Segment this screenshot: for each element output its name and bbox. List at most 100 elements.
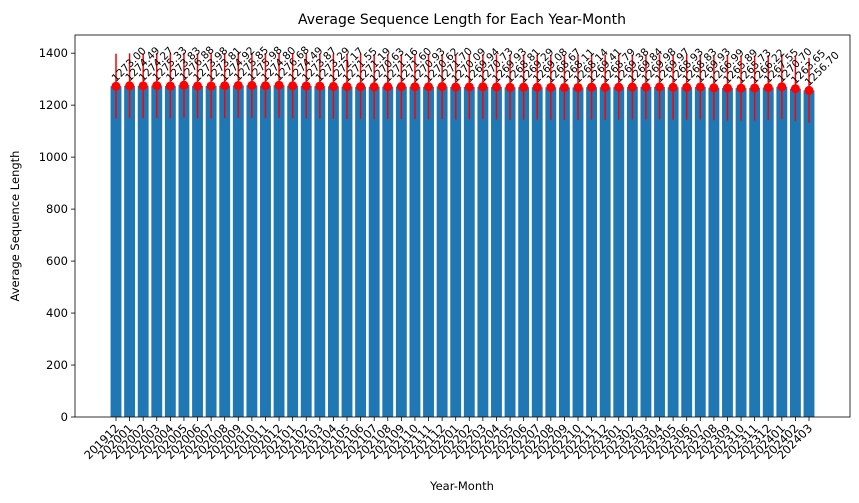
bar [722, 88, 733, 417]
bar [260, 85, 271, 418]
bar [232, 85, 244, 418]
error-marker [152, 81, 162, 91]
error-marker [451, 82, 461, 92]
error-marker [206, 81, 216, 91]
error-marker [722, 83, 732, 93]
bar [504, 87, 516, 417]
chart-title: Average Sequence Length for Each Year-Mo… [298, 12, 626, 28]
bar [667, 87, 679, 417]
error-marker [369, 82, 379, 92]
error-marker [410, 82, 420, 92]
error-marker [668, 82, 678, 92]
bar [124, 85, 136, 417]
bar [626, 87, 638, 417]
bar [599, 87, 611, 417]
error-marker [179, 80, 189, 90]
error-marker [233, 80, 243, 90]
bar [531, 87, 543, 418]
bars [110, 85, 815, 418]
error-marker [288, 81, 298, 91]
error-marker [519, 82, 529, 92]
bar [450, 86, 462, 417]
bar [613, 87, 625, 417]
bar [355, 86, 367, 418]
error-marker [641, 82, 651, 92]
x-axis: 2019122020012020022020032020042020052020… [81, 417, 815, 462]
bar [463, 86, 475, 418]
error-marker [342, 82, 352, 92]
bar [219, 85, 231, 417]
error-marker [695, 82, 705, 92]
y-tick-label: 800 [46, 202, 68, 216]
bar [314, 86, 326, 418]
error-marker [396, 82, 406, 92]
bar [409, 86, 421, 418]
bar [164, 85, 176, 417]
error-marker [491, 82, 501, 92]
bar [341, 86, 353, 417]
bar [735, 88, 747, 418]
bar [205, 85, 217, 418]
error-marker [125, 81, 135, 91]
bar [192, 85, 203, 417]
bar [327, 86, 339, 418]
y-tick-label: 0 [61, 410, 68, 424]
bar [137, 85, 149, 418]
error-marker [763, 83, 773, 93]
bar [477, 86, 489, 418]
bar [491, 86, 502, 418]
bar [246, 85, 258, 418]
error-marker [559, 82, 569, 92]
error-marker [790, 84, 800, 94]
error-marker [138, 81, 148, 91]
error-marker [655, 82, 665, 92]
error-marker [424, 82, 434, 92]
bar [178, 85, 190, 417]
bar [110, 86, 122, 417]
y-tick-label: 400 [46, 306, 68, 320]
bar [762, 87, 774, 417]
y-axis: 0 200 400 600 800 1000 1200 1400 [39, 46, 75, 424]
axes-frame [74, 34, 851, 418]
error-marker [750, 83, 760, 93]
bar [300, 85, 312, 418]
bar [518, 87, 530, 418]
error-marker [111, 81, 121, 91]
bar [776, 86, 788, 417]
y-axis-label: Average Sequence Length [8, 151, 22, 302]
error-marker [777, 82, 787, 92]
y-tick-label: 1200 [39, 98, 68, 112]
error-marker [614, 82, 624, 92]
bar [273, 85, 285, 417]
error-marker [328, 81, 338, 91]
bar [708, 87, 720, 418]
bar [558, 87, 570, 417]
data-labels: 1273.001274.491274.271275.331273.831276.… [110, 44, 842, 88]
error-marker [383, 82, 393, 92]
bar [789, 88, 801, 417]
bar [287, 85, 299, 417]
bar [654, 86, 665, 417]
error-marker [587, 82, 597, 92]
bar [436, 86, 448, 418]
y-tick-label: 200 [46, 358, 68, 372]
x-axis-label: Year-Month [429, 479, 494, 493]
bar [368, 86, 380, 417]
bar [395, 86, 407, 417]
error-marker [356, 82, 366, 92]
error-marker [532, 82, 542, 92]
error-marker [682, 82, 692, 92]
error-marker [301, 81, 311, 91]
bar [694, 86, 706, 418]
bar [382, 86, 394, 417]
bar [572, 87, 584, 417]
bar [151, 85, 163, 418]
error-marker [220, 81, 230, 91]
plot-frame [74, 34, 851, 418]
error-marker [274, 80, 284, 90]
error-marker [193, 81, 203, 91]
bar [681, 87, 693, 418]
error-marker [437, 82, 447, 92]
bar [803, 90, 815, 417]
